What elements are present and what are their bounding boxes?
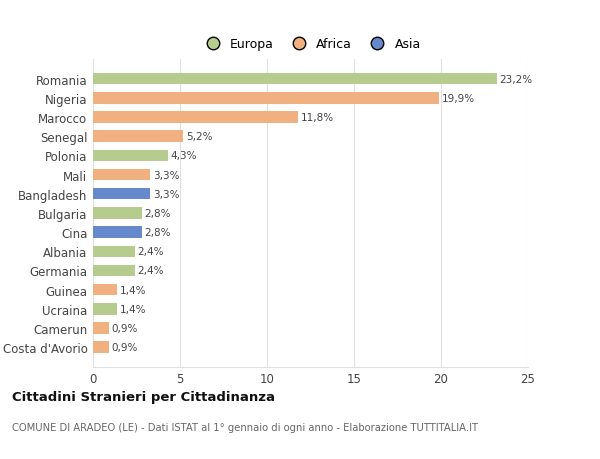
Text: 2,4%: 2,4% xyxy=(137,247,164,257)
Text: 4,3%: 4,3% xyxy=(170,151,197,161)
Text: COMUNE DI ARADEO (LE) - Dati ISTAT al 1° gennaio di ogni anno - Elaborazione TUT: COMUNE DI ARADEO (LE) - Dati ISTAT al 1°… xyxy=(12,422,478,432)
Text: 23,2%: 23,2% xyxy=(499,74,532,84)
Bar xyxy=(93,112,298,123)
Text: Cittadini Stranieri per Cittadinanza: Cittadini Stranieri per Cittadinanza xyxy=(12,390,275,403)
Bar xyxy=(93,265,135,277)
Text: 19,9%: 19,9% xyxy=(442,94,475,104)
Bar xyxy=(93,284,118,296)
Bar xyxy=(93,303,118,315)
Text: 3,3%: 3,3% xyxy=(153,189,179,199)
Text: 3,3%: 3,3% xyxy=(153,170,179,180)
Bar xyxy=(93,207,142,219)
Bar xyxy=(93,150,168,162)
Legend: Europa, Africa, Asia: Europa, Africa, Asia xyxy=(200,38,421,51)
Text: 0,9%: 0,9% xyxy=(111,323,137,333)
Bar xyxy=(93,323,109,334)
Text: 1,4%: 1,4% xyxy=(120,285,146,295)
Text: 2,8%: 2,8% xyxy=(145,208,171,218)
Text: 5,2%: 5,2% xyxy=(186,132,212,142)
Bar xyxy=(93,246,135,257)
Bar xyxy=(93,73,497,85)
Text: 1,4%: 1,4% xyxy=(120,304,146,314)
Bar xyxy=(93,342,109,353)
Bar xyxy=(93,227,142,238)
Bar xyxy=(93,93,439,104)
Bar xyxy=(93,131,184,143)
Bar xyxy=(93,169,151,181)
Text: 11,8%: 11,8% xyxy=(301,113,334,123)
Text: 2,8%: 2,8% xyxy=(145,228,171,238)
Bar xyxy=(93,189,151,200)
Text: 2,4%: 2,4% xyxy=(137,266,164,276)
Text: 0,9%: 0,9% xyxy=(111,342,137,353)
